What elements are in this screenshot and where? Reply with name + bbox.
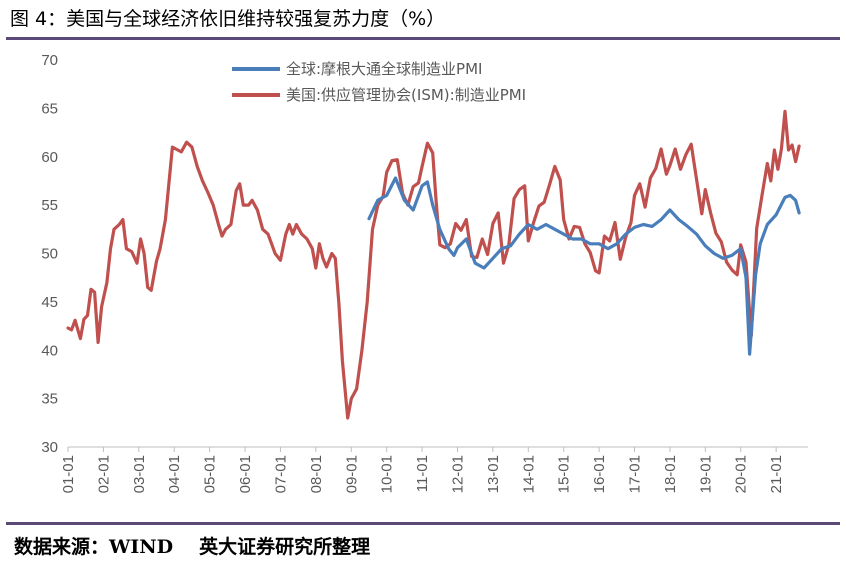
- x-tick-label: 15-01: [556, 455, 573, 493]
- x-tick-label: 20-01: [733, 455, 750, 493]
- x-tick-label: 06-01: [237, 455, 254, 493]
- x-tick-label: 17-01: [627, 455, 644, 493]
- bottom-divider: [6, 522, 840, 525]
- x-tick-label: 01-01: [60, 455, 77, 493]
- series-line-global: [367, 176, 801, 356]
- y-tick-label: 65: [41, 100, 58, 117]
- y-tick-label: 50: [41, 246, 58, 263]
- x-tick-label: 04-01: [166, 455, 183, 493]
- y-tick-label: 45: [41, 294, 58, 311]
- legend-label: 全球:摩根大通全球制造业PMI: [286, 60, 482, 78]
- y-tick-label: 30: [41, 439, 58, 456]
- y-tick-label: 35: [41, 391, 58, 408]
- x-tick-label: 11-01: [414, 455, 431, 492]
- x-tick-label: 10-01: [379, 455, 396, 493]
- source-note: 数据来源：WIND 英大证券研究所整理: [14, 532, 370, 559]
- x-tick-label: 02-01: [95, 455, 112, 493]
- y-tick-label: 70: [41, 52, 58, 69]
- x-tick-label: 21-01: [768, 455, 785, 493]
- x-tick-label: 07-01: [272, 455, 289, 493]
- x-tick-label: 13-01: [485, 455, 502, 493]
- x-tick-label: 05-01: [202, 455, 219, 493]
- y-tick-label: 60: [41, 149, 58, 166]
- x-tick-label: 14-01: [520, 455, 537, 493]
- x-tick-label: 18-01: [662, 455, 679, 493]
- x-tick-label: 16-01: [591, 455, 608, 493]
- x-tick-label: 12-01: [449, 455, 466, 493]
- x-tick-label: 08-01: [308, 455, 325, 493]
- y-tick-label: 55: [41, 197, 58, 214]
- series-line-us: [66, 109, 801, 420]
- x-tick-label: 03-01: [131, 455, 148, 493]
- y-tick-label: 40: [41, 342, 58, 359]
- x-tick-label: 09-01: [343, 455, 360, 493]
- source-label: 数据来源：WIND: [14, 536, 174, 558]
- source-org: 英大证券研究所整理: [199, 536, 371, 558]
- chart-title: 图 4：美国与全球经济依旧维持较强复苏力度（%）: [10, 8, 446, 30]
- top-divider: [6, 37, 840, 40]
- x-tick-label: 19-01: [697, 455, 714, 493]
- legend-label: 美国:供应管理协会(ISM):制造业PMI: [286, 86, 526, 104]
